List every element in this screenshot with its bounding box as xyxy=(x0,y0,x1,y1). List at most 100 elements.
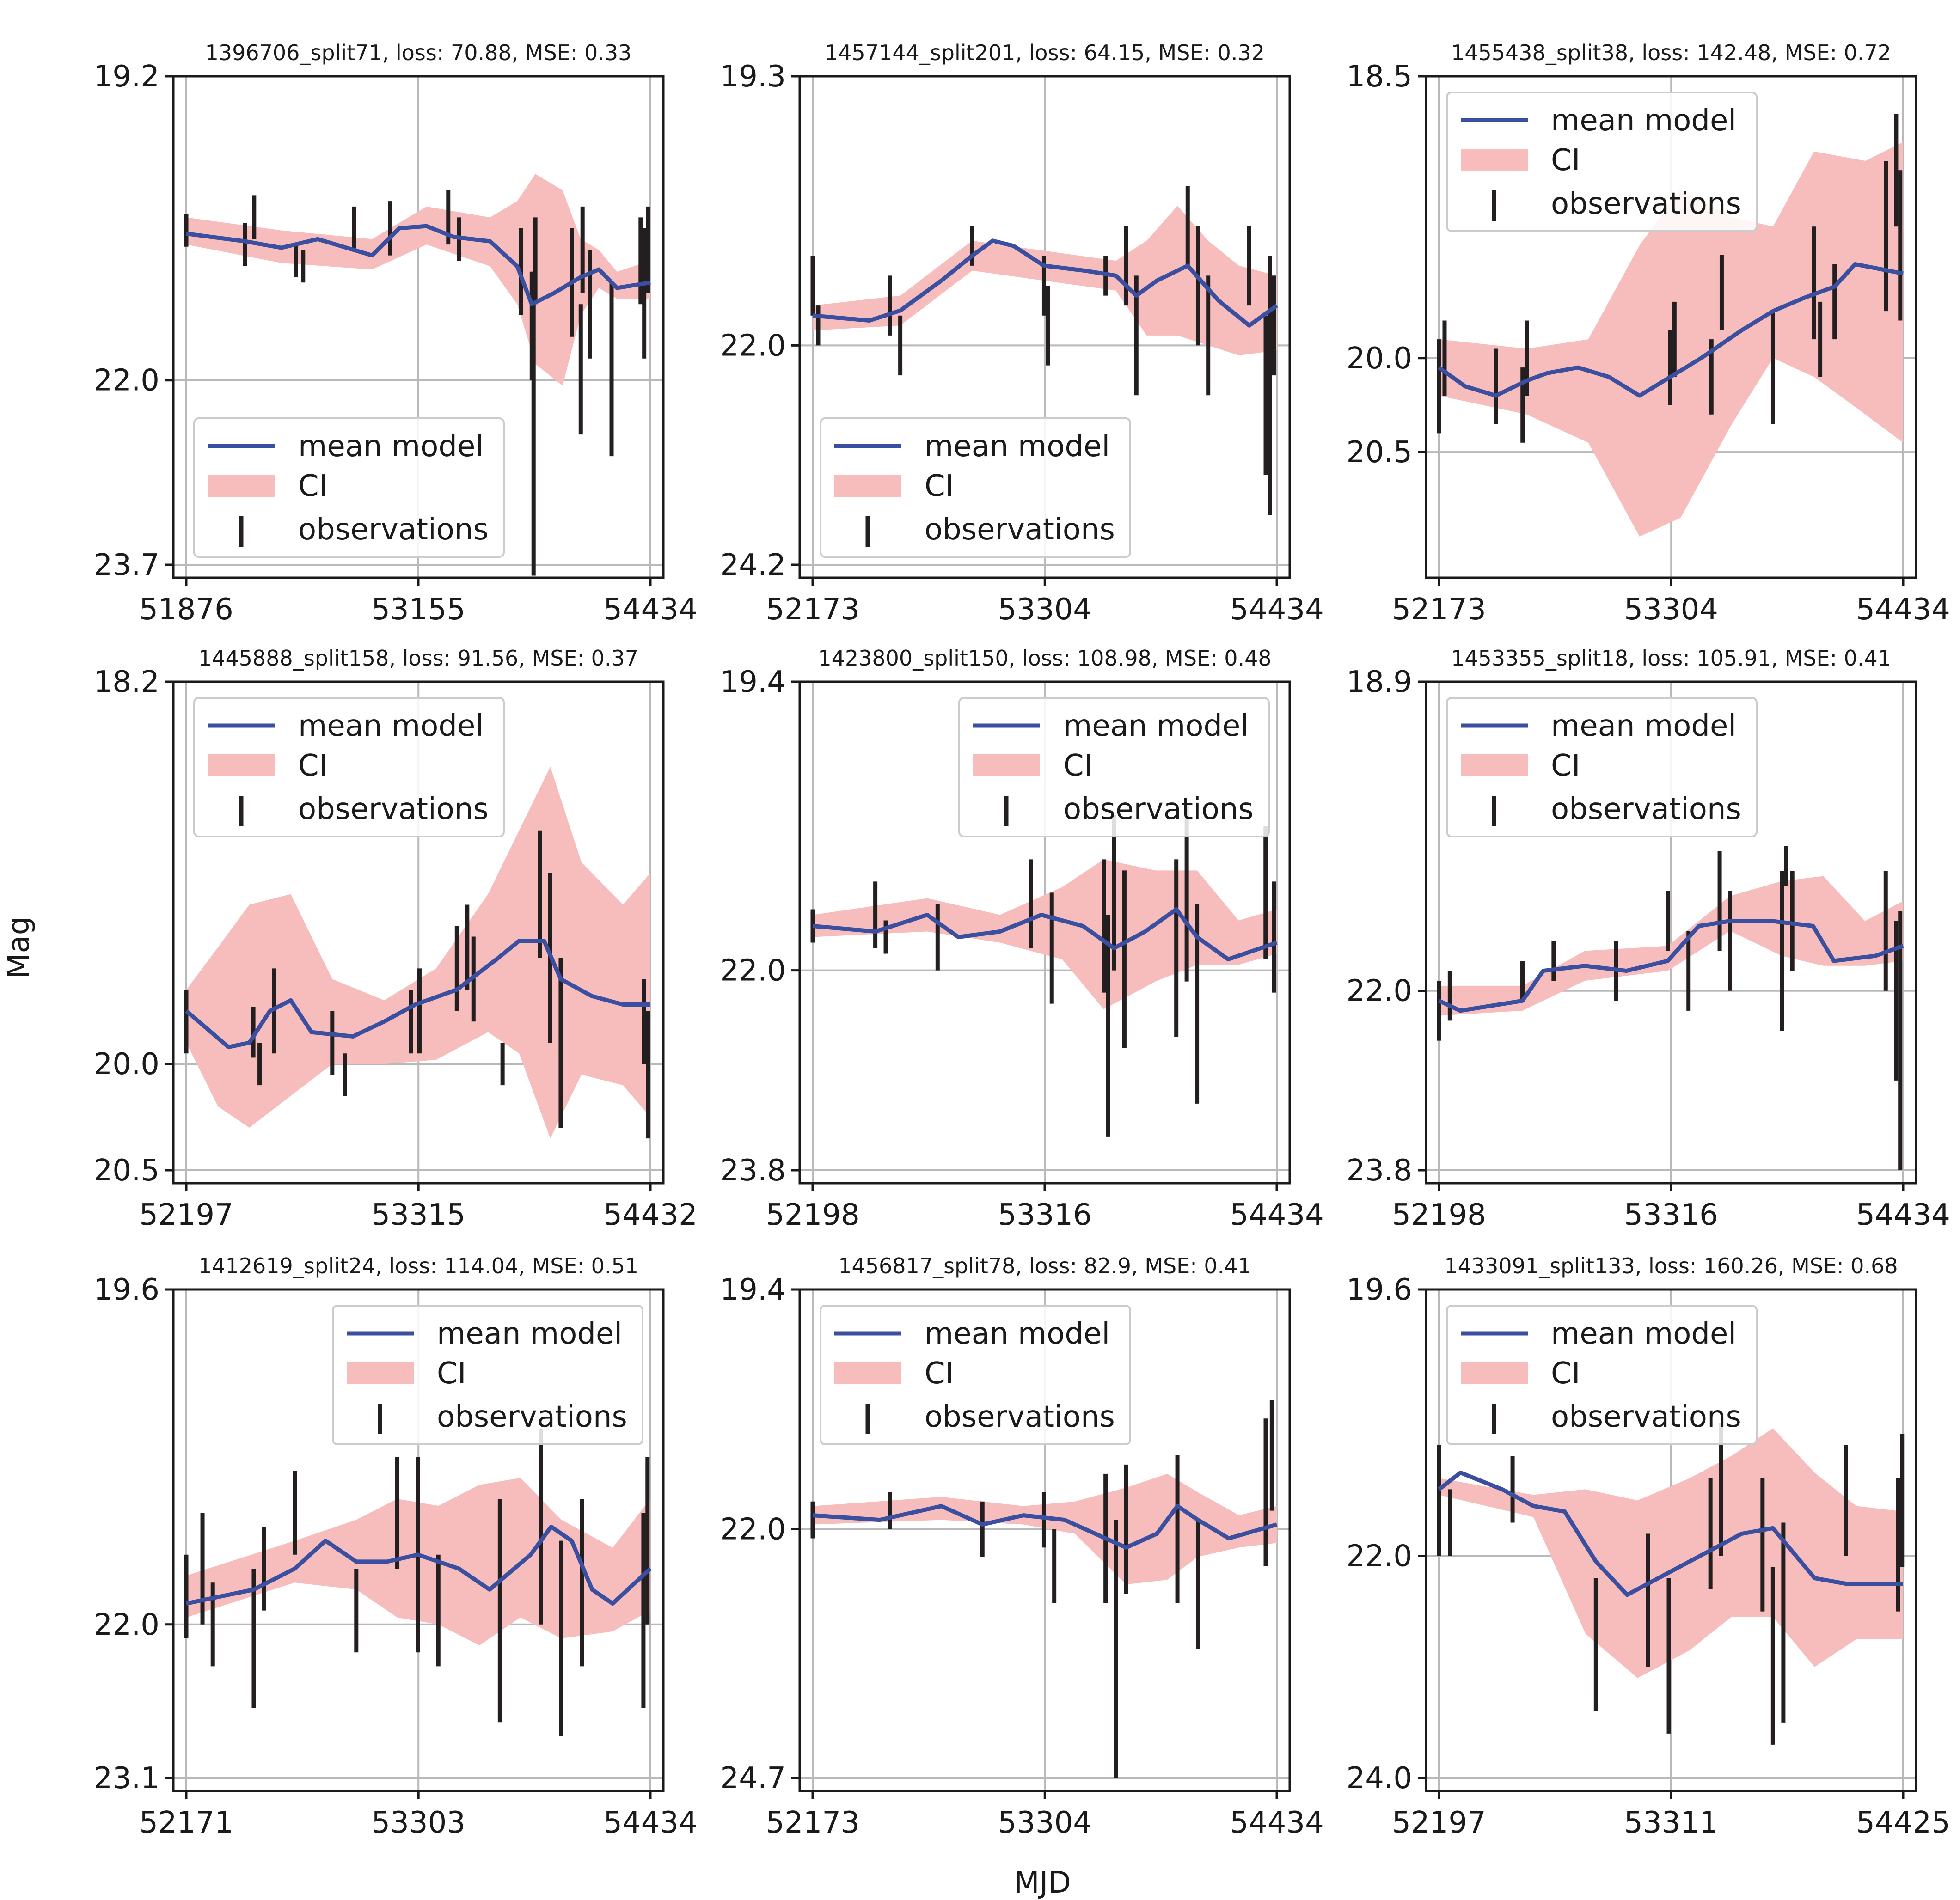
legend-ci-swatch xyxy=(973,754,1040,776)
legend: mean model CI observations xyxy=(1446,92,1758,232)
x-tick-label: 54425 xyxy=(1856,1806,1950,1840)
plot-area xyxy=(1437,1423,1905,1745)
ci-band xyxy=(813,1473,1277,1585)
ci-band xyxy=(1439,1428,1903,1678)
y-tick-label: 22.0 xyxy=(94,364,160,398)
x-tick-label: 52171 xyxy=(139,1806,233,1840)
x-tick-label: 54434 xyxy=(603,1806,698,1840)
x-tick-label: 51876 xyxy=(139,593,233,627)
legend-observations-label: observations xyxy=(925,513,1115,547)
chart-title: 1396706_split71, loss: 70.88, MSE: 0.33 xyxy=(205,40,632,65)
chart-panel-8: 52173 53304 54434 19.4 22.0 24.7 1456817_split… xyxy=(720,1253,1324,1840)
chart-panel-3: 52173 53304 54434 18.5 20.0 20.5 1455438_split… xyxy=(1347,40,1950,627)
mean-model-line xyxy=(812,907,1278,962)
legend-mean-label: mean model xyxy=(298,709,484,743)
mean-model-line xyxy=(812,238,1278,328)
legend-mean-label: mean model xyxy=(925,1317,1110,1351)
chart-title: 1453355_split18, loss: 105.91, MSE: 0.41 xyxy=(1451,646,1891,671)
chart-panel-9: 52197 53311 54425 19.6 22.0 24.0 1433091_split… xyxy=(1347,1253,1950,1840)
x-tick-label: 53316 xyxy=(1624,1198,1718,1232)
y-tick-label: 22.0 xyxy=(720,1513,786,1547)
legend-ci-swatch xyxy=(834,1362,901,1384)
legend-ci-swatch xyxy=(1461,149,1528,171)
legend-ci-label: CI xyxy=(925,469,954,503)
y-tick-label: 23.7 xyxy=(94,548,160,582)
x-tick-label: 53304 xyxy=(998,593,1092,627)
legend-ci-label: CI xyxy=(1551,143,1580,177)
x-tick-label: 52198 xyxy=(766,1198,860,1232)
legend-box xyxy=(1446,92,1758,232)
x-tick-label: 53316 xyxy=(998,1198,1092,1232)
legend-box xyxy=(820,1305,1131,1445)
legend-observations-label: observations xyxy=(298,513,489,547)
y-tick-label: 20.0 xyxy=(1347,342,1413,376)
legend: mean model CI observations xyxy=(1446,1305,1758,1445)
legend-observations-label: observations xyxy=(1551,792,1741,826)
legend: mean model CI observations xyxy=(820,1305,1131,1445)
plot-area xyxy=(810,804,1278,1137)
y-tick-label: 20.5 xyxy=(1347,435,1413,470)
legend-ci-label: CI xyxy=(1063,749,1093,783)
x-tick-label: 54434 xyxy=(1230,1198,1324,1232)
x-tick-label: 54434 xyxy=(1230,1806,1324,1840)
x-tick-label: 53303 xyxy=(371,1806,466,1840)
chart-title: 1457144_split201, loss: 64.15, MSE: 0.32 xyxy=(825,40,1265,65)
y-tick-label: 22.0 xyxy=(720,329,786,363)
legend: mean model CI observations xyxy=(193,417,505,558)
mean-model-line xyxy=(1438,262,1904,398)
mean-model-line xyxy=(1438,919,1904,1013)
legend-ci-swatch xyxy=(208,754,275,776)
chart-title: 1445888_split158, loss: 91.56, MSE: 0.37 xyxy=(198,646,638,671)
y-tick-label: 19.2 xyxy=(94,60,160,94)
legend: mean model CI observations xyxy=(958,697,1270,837)
y-tick-label: 22.0 xyxy=(720,954,786,988)
x-tick-label: 53311 xyxy=(1624,1806,1718,1840)
plot-area xyxy=(184,766,650,1139)
legend-mean-label: mean model xyxy=(1551,709,1736,743)
legend: mean model CI observations xyxy=(332,1305,643,1445)
chart-panel-1: 51876 53155 54434 19.2 22.0 23.7 1396706_split… xyxy=(94,40,698,627)
y-tick-label: 23.8 xyxy=(1347,1154,1413,1188)
legend-box xyxy=(193,697,505,837)
y-tick-label: 19.4 xyxy=(720,1273,786,1307)
y-tick-label: 23.1 xyxy=(94,1761,160,1796)
legend-ci-swatch xyxy=(1461,1362,1528,1384)
x-tick-label: 52173 xyxy=(766,1806,860,1840)
x-tick-label: 54434 xyxy=(1856,593,1950,627)
y-tick-label: 22.0 xyxy=(1347,974,1413,1008)
chart-panel-2: 52173 53304 54434 19.3 22.0 24.2 1457144_split… xyxy=(720,40,1324,627)
chart-title: 1456817_split78, loss: 82.9, MSE: 0.41 xyxy=(838,1253,1251,1278)
plot-area xyxy=(184,1429,652,1736)
x-tick-label: 54434 xyxy=(1856,1198,1950,1232)
legend-ci-label: CI xyxy=(437,1356,466,1391)
chart-panel-6: 52198 53316 54434 18.9 22.0 23.8 1453355_split… xyxy=(1347,646,1950,1232)
legend-mean-label: mean model xyxy=(437,1317,622,1351)
legend-observations-label: observations xyxy=(1551,187,1741,221)
x-tick-label: 54432 xyxy=(603,1198,698,1232)
y-tick-label: 18.5 xyxy=(1347,60,1413,94)
legend-ci-label: CI xyxy=(1551,749,1580,783)
chart-panel-5: 52198 53316 54434 19.4 22.0 23.8 1423800_split… xyxy=(720,646,1324,1232)
mean-model-line xyxy=(1438,1470,1903,1597)
plot-area xyxy=(1437,114,1904,537)
legend-mean-label: mean model xyxy=(1063,709,1249,743)
chart-title: 1433091_split133, loss: 160.26, MSE: 0.6… xyxy=(1444,1253,1898,1278)
x-tick-label: 53304 xyxy=(998,1806,1092,1840)
x-tick-label: 52197 xyxy=(1392,1806,1486,1840)
y-axis-label: Mag xyxy=(2,916,36,978)
panels-group: 51876 53155 54434 19.2 22.0 23.7 1396706_split… xyxy=(94,40,1950,1840)
mean-model-line xyxy=(185,939,650,1049)
legend-ci-swatch xyxy=(834,475,901,497)
y-tick-label: 19.4 xyxy=(720,665,786,699)
x-tick-label: 54434 xyxy=(603,593,698,627)
legend-box xyxy=(332,1305,643,1445)
legend-ci-swatch xyxy=(347,1362,414,1384)
y-tick-label: 19.6 xyxy=(94,1273,160,1307)
legend-ci-label: CI xyxy=(298,749,328,783)
legend-box xyxy=(193,417,505,558)
legend: mean model CI observations xyxy=(1446,697,1758,837)
x-tick-label: 53304 xyxy=(1624,593,1718,627)
y-tick-label: 19.3 xyxy=(720,60,786,94)
y-tick-label: 19.6 xyxy=(1347,1273,1413,1307)
plot-area xyxy=(184,174,651,576)
